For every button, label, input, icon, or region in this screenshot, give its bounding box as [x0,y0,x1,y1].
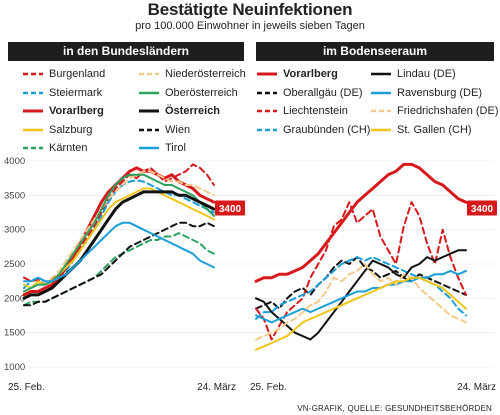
legend-item: Steiermark [22,87,102,99]
legend-item: Kärnten [22,142,88,154]
legend-label: Vorarlberg [283,68,338,80]
legend-swatch [23,91,43,94]
legend-label: Friedrichshafen (DE) [397,105,499,117]
legend-label: Niederösterreich [165,68,246,80]
legend-swatch [371,91,391,94]
legend-item: Friedrichshafen (DE) [370,105,498,117]
legend-item: Liechtenstein [256,105,348,117]
x-label-end: 24. März [197,382,236,393]
legend-label: Tirol [165,142,186,154]
legend-swatch [23,109,43,113]
legend-swatch [139,146,159,150]
legend-label: Lindau (DE) [397,68,456,80]
series-line-wien [23,221,215,307]
y-tick-label: 2000 [4,293,25,304]
legend-label: Oberallgäu (DE) [283,86,363,99]
chart-title: Bestätigte Neuinfektionen [147,0,353,19]
legend-item: Lindau (DE) [370,68,456,80]
legend-label: Vorarlberg [49,105,104,117]
legend-item: Oberallgäu (DE) [256,87,362,99]
legend-item: Österreich [138,105,220,117]
highlight-badge [467,200,497,216]
x-label-end: 24. März [457,382,496,393]
legend-label: St. Gallen (CH) [397,123,472,136]
series-line-niederösterreich [23,170,215,293]
y-tick-label: 2500 [4,259,25,270]
series-line-vorarlberg [22,166,216,297]
y-tick-label: 1500 [4,328,25,339]
legend-swatch [371,72,391,76]
legend-swatch [23,72,43,76]
series-line-st-gallen-ch- [255,276,467,351]
legend-label: Salzburg [49,123,93,136]
legend-item: Vorarlberg [22,105,104,117]
legend-swatch [23,128,43,131]
legend-swatch [257,91,277,94]
series-line-lindau-de- [255,249,467,341]
legend-swatch [139,128,159,131]
legend-label: Österreich [165,105,221,117]
chart-subtitle: pro 100.000 Einwohner in jeweils sieben … [135,20,365,32]
series-line-kärnten [23,232,215,307]
legend-swatch [139,91,159,94]
y-tick-label: 3500 [4,190,25,201]
series-line-liechtenstein [255,201,467,341]
series-line-vorarlberg [254,162,468,283]
legend-swatch [257,72,277,76]
legend-label: Oberösterreich [165,86,238,99]
legend-item: Oberösterreich [138,87,238,99]
y-tick-label: 4000 [4,156,25,167]
series-line-oberallgäu-de- [255,256,467,310]
panel-title-bundeslaender: in den Bundesländern [8,42,244,61]
y-tick-label: 3000 [4,225,25,236]
legend-label: Wien [165,123,191,136]
legend-swatch [139,72,159,76]
legend-label: Burgenland [49,68,106,80]
legend-swatch [23,146,43,150]
legend-swatch [257,128,277,131]
legend-label: Kärnten [49,142,88,154]
highlight-badge-label: 3400 [219,204,242,215]
legend-item: Wien [138,124,190,136]
legend-label: Steiermark [49,86,103,99]
legend-item: Niederösterreich [138,68,246,80]
legend-item: Salzburg [22,124,92,136]
legend-label: Ravensburg (DE) [397,86,482,99]
legend-swatch [257,109,277,113]
legend-item: Burgenland [22,68,105,80]
legend-item: Ravensburg (DE) [370,87,482,99]
highlight-badge [215,200,245,216]
legend-item: Graubünden (CH) [256,124,370,136]
legend-swatch [371,128,391,131]
series-line-oberösterreich [23,173,215,293]
series-line-friedrichshafen-de- [255,263,467,341]
x-label-start: 25. Feb. [250,382,287,393]
legend-label: Graubünden (CH) [283,123,371,136]
legend-item: Vorarlberg [256,68,338,80]
legend-swatch [139,109,159,113]
series-line-ravensburg-de- [255,269,467,324]
highlight-badge-label: 3400 [471,204,494,215]
series-line-österreich [22,190,216,300]
legend-item: St. Gallen (CH) [370,124,472,136]
source-note: VN-GRAFIK, QUELLE: GESUNDHEITSBEHÖRDEN [297,404,492,413]
legend-swatch [371,109,391,113]
legend-item: Tirol [138,142,186,154]
series-line-tirol [23,221,215,283]
series-line-salzburg [23,187,215,289]
x-label-start: 25. Feb. [8,382,45,393]
legend-label: Liechtenstein [283,105,348,117]
panel-title-bodensee: im Bodenseeraum [256,42,494,61]
y-tick-label: 1000 [4,362,25,373]
